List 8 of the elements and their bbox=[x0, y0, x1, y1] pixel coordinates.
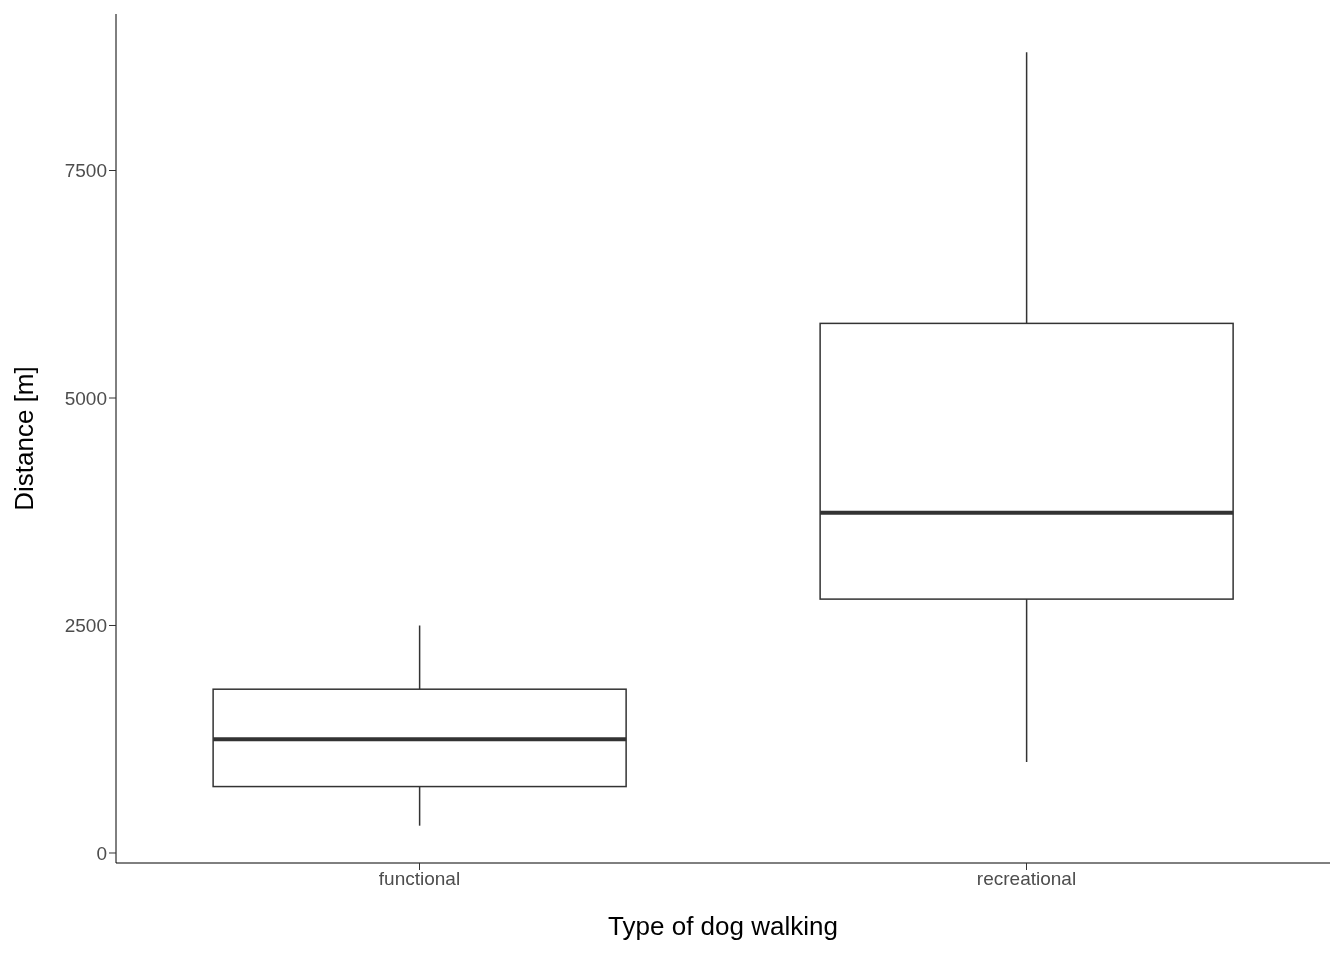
y-tick-label: 5000 bbox=[64, 387, 107, 409]
y-tick-label: 7500 bbox=[64, 160, 107, 182]
y-tick-label: 2500 bbox=[64, 615, 107, 637]
x-tick-label: recreational bbox=[976, 868, 1077, 890]
y-axis-title: Distance [m] bbox=[9, 366, 40, 511]
x-axis-title: Type of dog walking bbox=[608, 911, 838, 941]
x-tick-label: functional bbox=[378, 868, 461, 890]
y-tick-label: 0 bbox=[96, 842, 107, 864]
